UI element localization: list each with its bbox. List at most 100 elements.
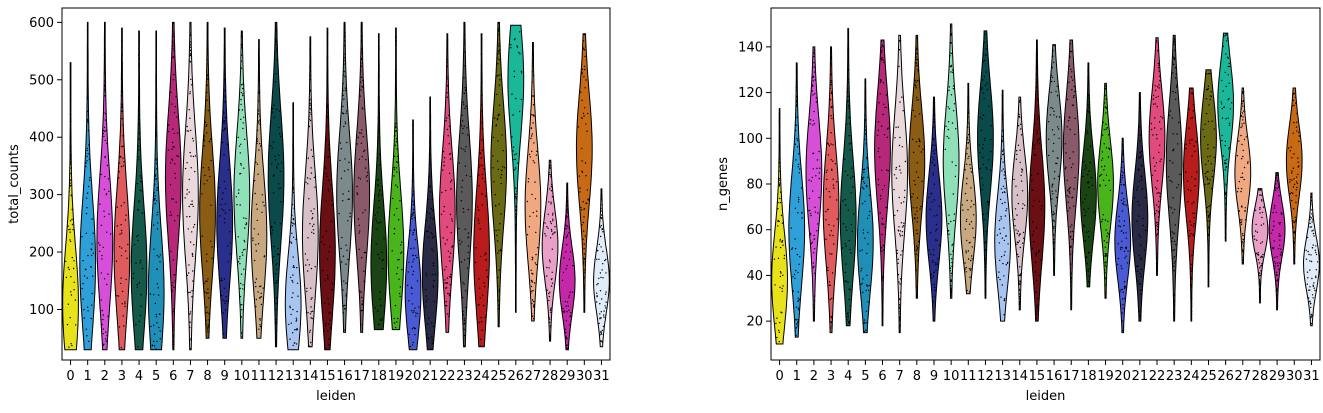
violin-1 xyxy=(788,62,806,338)
x-tick-label: 13 xyxy=(994,369,1011,384)
violin-21 xyxy=(1131,92,1149,322)
x-tick-label: 12 xyxy=(268,369,285,384)
y-tick-label: 500 xyxy=(29,73,54,88)
points-7 xyxy=(184,31,197,350)
points-2 xyxy=(97,24,112,346)
points-4 xyxy=(842,31,855,324)
x-tick-label: 9 xyxy=(221,369,229,384)
violin-5 xyxy=(147,30,165,351)
violin-24 xyxy=(1183,87,1200,322)
y-tick-label: 20 xyxy=(746,315,763,330)
violin-3 xyxy=(113,27,131,351)
violin-6 xyxy=(874,39,891,327)
points-31 xyxy=(596,193,607,343)
points-27 xyxy=(1236,90,1249,263)
points-8 xyxy=(201,32,213,333)
x-tick-label: 19 xyxy=(1097,369,1114,384)
points-15 xyxy=(320,32,334,350)
violin-22 xyxy=(1148,37,1166,276)
points-9 xyxy=(218,27,231,335)
points-26 xyxy=(510,31,523,310)
x-tick-label: 26 xyxy=(1217,369,1234,384)
violin-0 xyxy=(62,62,79,351)
points-23 xyxy=(1167,34,1181,314)
violin-20 xyxy=(1114,137,1132,334)
x-tick-label: 19 xyxy=(388,369,405,384)
points-15 xyxy=(1030,51,1043,320)
points-14 xyxy=(1013,99,1026,311)
x-tick-label: 22 xyxy=(1149,369,1166,384)
points-12 xyxy=(269,28,283,344)
x-tick-label: 0 xyxy=(775,369,783,384)
x-tick-label: 30 xyxy=(1286,369,1303,384)
x-tick-label: 8 xyxy=(203,369,211,384)
x-tick-label: 31 xyxy=(593,369,610,384)
violin-10 xyxy=(942,23,960,299)
points-0 xyxy=(65,63,77,348)
violin-7 xyxy=(182,21,199,351)
violin-0 xyxy=(771,108,789,345)
x-tick-label: 8 xyxy=(913,369,921,384)
x-tick-label: 31 xyxy=(1303,369,1320,384)
points-20 xyxy=(407,123,420,348)
x-tick-label: 7 xyxy=(896,369,904,384)
y-tick-label: 400 xyxy=(29,131,54,146)
points-20 xyxy=(1116,144,1129,332)
violin-13 xyxy=(284,102,302,351)
points-22 xyxy=(1150,39,1164,276)
y-tick-label: 120 xyxy=(738,86,763,101)
points-6 xyxy=(876,40,889,326)
x-tick-label: 21 xyxy=(422,369,439,384)
y-tick-label: 600 xyxy=(29,16,54,31)
x-tick-label: 12 xyxy=(977,369,994,384)
y-tick-label: 80 xyxy=(746,178,763,193)
x-tick-label: 4 xyxy=(135,369,143,384)
x-tick-label: 28 xyxy=(1252,369,1269,384)
x-tick-label: 5 xyxy=(152,369,160,384)
x-tick-label: 21 xyxy=(1132,369,1149,384)
points-28 xyxy=(1253,188,1265,304)
x-tick-label: 23 xyxy=(1166,369,1183,384)
x-tick-label: 14 xyxy=(302,369,319,384)
x-tick-label: 9 xyxy=(930,369,938,384)
points-23 xyxy=(458,22,471,347)
points-30 xyxy=(1287,92,1300,264)
x-tick-label: 2 xyxy=(810,369,818,384)
x-tick-label: 27 xyxy=(1235,369,1252,384)
violin-28 xyxy=(541,159,559,342)
points-22 xyxy=(440,40,454,318)
x-tick-label: 25 xyxy=(1200,369,1217,384)
x-tick-label: 29 xyxy=(559,369,576,384)
x-tick-label: 18 xyxy=(371,369,388,384)
x-tick-label: 1 xyxy=(793,369,801,384)
y-tick-label: 140 xyxy=(738,40,763,55)
points-12 xyxy=(978,33,992,295)
x-tick-label: 15 xyxy=(319,369,336,384)
x-tick-label: 24 xyxy=(473,369,490,384)
violin-6 xyxy=(164,21,182,351)
violin-15 xyxy=(1028,39,1046,322)
points-29 xyxy=(1270,173,1283,311)
violin-12 xyxy=(267,21,285,348)
plot-frame xyxy=(61,7,611,361)
x-tick-label: 17 xyxy=(353,369,370,384)
violin-31 xyxy=(593,188,610,348)
violin-29 xyxy=(1268,172,1286,311)
points-18 xyxy=(1082,66,1095,284)
points-11 xyxy=(961,84,975,293)
x-tick-label: 11 xyxy=(251,369,268,384)
x-tick-label: 14 xyxy=(1011,369,1028,384)
x-tick-label: 5 xyxy=(861,369,869,384)
x-tick-label: 4 xyxy=(844,369,852,384)
y-tick-label: 200 xyxy=(29,246,54,261)
x-tick-label: 18 xyxy=(1080,369,1097,384)
x-tick-label: 7 xyxy=(186,369,194,384)
violin-10 xyxy=(233,30,251,339)
violin-30 xyxy=(575,33,593,313)
points-31 xyxy=(1305,192,1319,325)
points-24 xyxy=(1185,88,1198,322)
points-26 xyxy=(1220,33,1233,239)
x-tick-label: 30 xyxy=(576,369,593,384)
